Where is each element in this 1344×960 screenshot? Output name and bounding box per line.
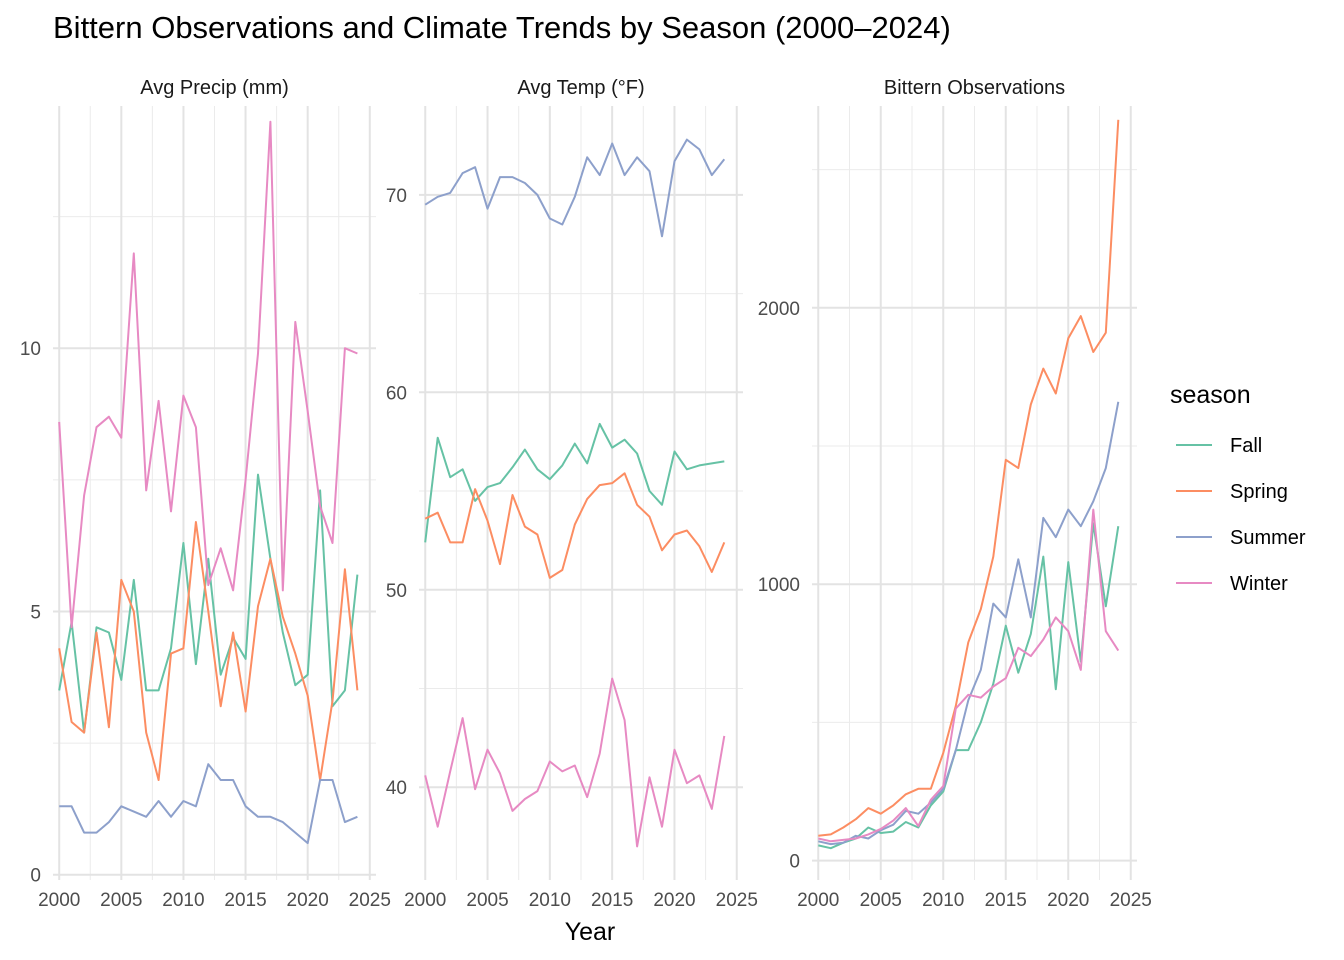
series-line-winter-avg-precip-mm: [58, 120, 358, 629]
x-tick-label: 2010: [922, 890, 964, 911]
x-tick-label: 2015: [591, 890, 633, 911]
x-tick-label: 2010: [162, 890, 204, 911]
series-line-winter-avg-temp-f: [424, 677, 726, 848]
y-tick-label: 40: [386, 778, 407, 799]
series-line-fall-bittern-observations: [818, 522, 1120, 850]
x-tick-label: 2025: [1110, 890, 1152, 911]
y-tick-label: 5: [30, 602, 41, 623]
facet-title-avg-precip-mm: Avg Precip (mm): [140, 77, 289, 99]
x-tick-label: 2000: [38, 890, 80, 911]
series-line-winter-bittern-observations: [818, 508, 1120, 843]
x-tick-label: 2000: [797, 890, 839, 911]
x-tick-label: 2020: [1047, 890, 1089, 911]
y-tick-label: 50: [386, 581, 407, 602]
x-tick-label: 2000: [404, 890, 446, 911]
legend-label-winter: Winter: [1230, 573, 1288, 595]
x-tick-label: 2015: [985, 890, 1027, 911]
y-tick-label: 10: [20, 339, 41, 360]
y-tick-label: 0: [30, 866, 41, 887]
series-line-fall-avg-precip-mm: [58, 473, 359, 734]
x-tick-label: 2025: [716, 890, 758, 911]
x-tick-label: 2005: [466, 890, 508, 911]
y-tick-label: 1000: [758, 575, 800, 596]
facet-title-avg-temp-f: Avg Temp (°F): [517, 77, 644, 99]
legend-label-fall: Fall: [1230, 435, 1262, 457]
series-line-spring-avg-precip-mm: [58, 521, 359, 781]
legend-label-spring: Spring: [1230, 481, 1288, 503]
facet-panels: Avg Precip (mm) 0 5 10 2000 2005 2010 2015 2020 2…: [20, 77, 1152, 911]
panel-avg-temp-f: Avg Temp (°F) 40 50 60 70 2000 2005 2010 2015 202…: [386, 77, 758, 911]
y-tick-label: 0: [789, 852, 800, 873]
series-line-summer-avg-precip-mm: [59, 763, 358, 845]
chart-title: Bittern Observations and Climate Trends …: [53, 10, 951, 45]
legend-label-summer: Summer: [1230, 527, 1306, 549]
series-line-spring-bittern-observations: [818, 119, 1120, 837]
series-line-fall-avg-temp-f: [424, 422, 725, 543]
x-tick-label: 2005: [100, 890, 142, 911]
legend-title: season: [1170, 381, 1251, 409]
x-tick-label: 2015: [224, 890, 266, 911]
legend: season Fall Spring Summer Winter: [1170, 381, 1306, 595]
series-line-summer-bittern-observations: [818, 401, 1120, 846]
x-axis-label: Year: [565, 918, 616, 946]
x-tick-label: 2020: [653, 890, 695, 911]
y-tick-label: 70: [386, 186, 407, 207]
panel-bittern-observations: Bittern Observations 0 1000 2000 2000 2005 201…: [758, 77, 1152, 911]
facet-title-bittern-observations: Bittern Observations: [884, 77, 1065, 99]
x-tick-label: 2020: [287, 890, 329, 911]
y-tick-label: 2000: [758, 299, 800, 320]
panel-avg-precip-mm: Avg Precip (mm) 0 5 10 2000 2005 2010 2015 2020 2…: [20, 77, 391, 911]
x-tick-label: 2005: [860, 890, 902, 911]
x-tick-label: 2010: [529, 890, 571, 911]
y-tick-label: 60: [386, 383, 407, 404]
series-line-summer-avg-temp-f: [424, 138, 726, 238]
x-tick-label: 2025: [349, 890, 391, 911]
series-line-spring-avg-temp-f: [424, 472, 726, 579]
